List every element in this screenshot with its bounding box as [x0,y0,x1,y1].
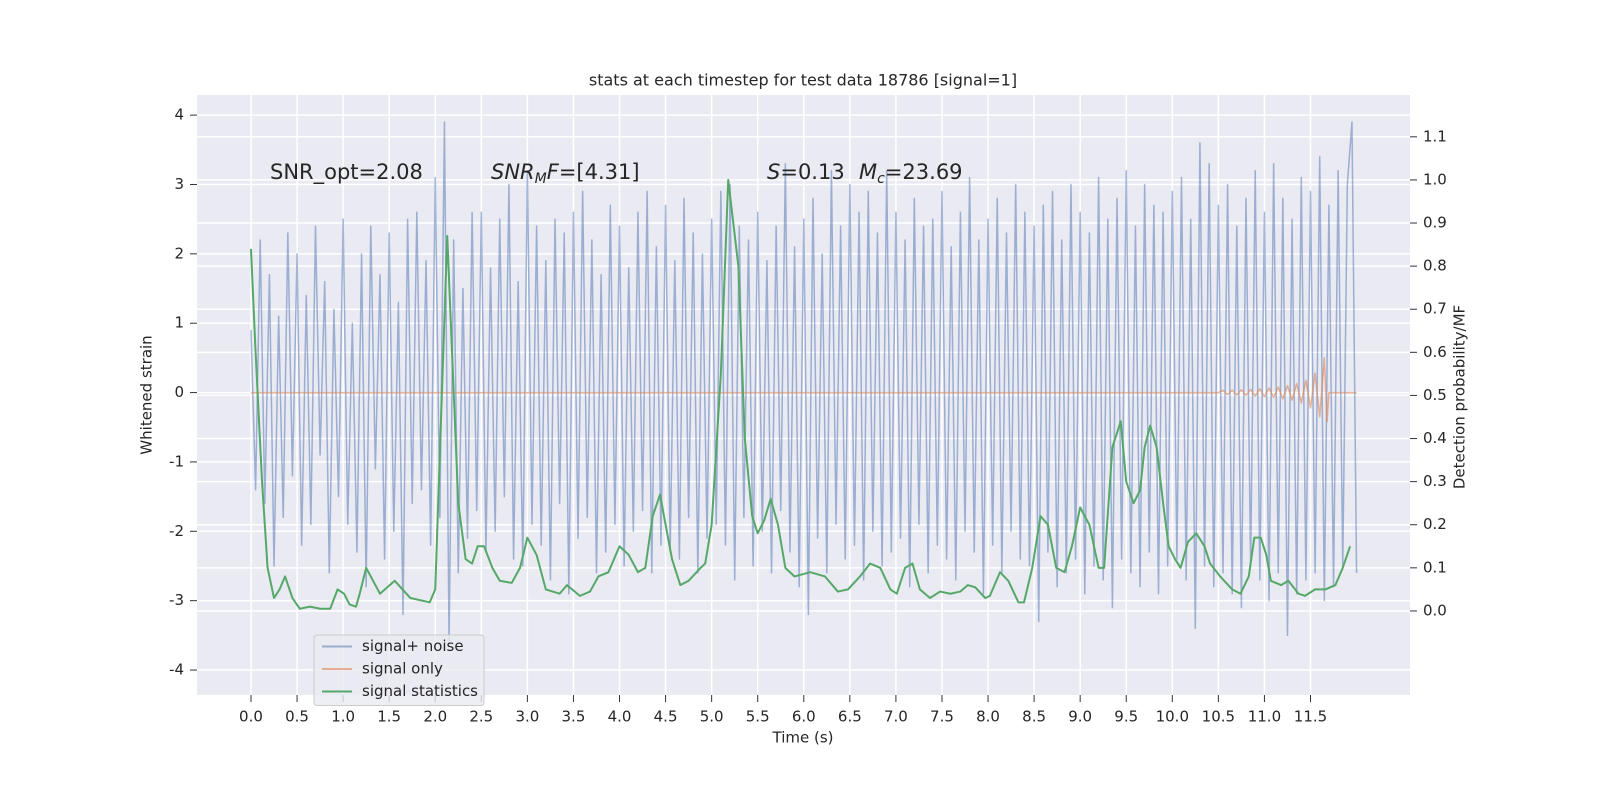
x-tick-label: 2.0 [423,708,447,726]
annotation-part: c [877,171,885,187]
x-tick-label: 3.5 [562,708,586,726]
legend-box [313,634,485,706]
annotation: SNRMF=[4.31] [491,160,640,187]
marks [249,121,1358,644]
y-tick-label: 3 [174,175,184,193]
y2-tick-label: 0.5 [1423,386,1447,404]
y2-tick-label: 0.2 [1423,515,1447,533]
grid [197,95,1410,695]
y2-tick-label: 1.0 [1423,170,1447,188]
x-tick-label: 4.5 [654,708,678,726]
x-tick-label: 11.0 [1248,708,1281,726]
annotation: S=0.13 [767,160,845,184]
x-tick-label: 4.0 [608,708,632,726]
annotation-part: S [767,160,780,184]
y2-tick-label: 0.8 [1423,257,1447,275]
y-tick-label: -4 [169,661,184,679]
x-tick-label: 9.5 [1114,708,1138,726]
x-tick-label: 1.0 [331,708,355,726]
y-tick-label: 2 [174,244,184,262]
annotation: SNR_opt=2.08 [270,160,423,185]
x-tick-label: 6.5 [838,708,862,726]
annotation-part: SNR [491,160,535,184]
x-tick-label: 6.0 [792,708,816,726]
annotation: Mc=23.69 [859,160,963,187]
chart-title: stats at each timestep for test data 187… [589,71,1017,90]
x-tick-label: 10.0 [1156,708,1189,726]
y-tick-label: -3 [169,591,184,609]
y2-tick-label: 0.3 [1423,472,1447,490]
legend-label: signal statistics [362,682,478,700]
legend-label: signal only [362,660,443,678]
x-tick-label: 9.0 [1068,708,1092,726]
x-tick-label: 10.5 [1202,708,1235,726]
y-tick-label: 0 [174,383,184,401]
annotation-part: F [547,160,560,184]
x-tick-label: 3.0 [515,708,539,726]
y-tick-label: 1 [174,314,184,332]
series-line [249,178,1352,610]
x-tick-label: 11.5 [1294,708,1327,726]
y-tick-label: -2 [169,522,184,540]
x-tick-label: 8.0 [976,708,1000,726]
y2-tick-label: 0.4 [1423,429,1447,447]
series-line [250,121,1358,644]
annotation-part: SNR_opt=2.08 [270,160,423,185]
labels: -4 -3 -2 -1 0 1 2 3 4 0.0 0.1 0.2 0.3 0.4 0.5 0.6 0.7 0.8… [169,106,1447,726]
y2-tick-label: 0.7 [1423,300,1447,318]
y-tick-label: -1 [169,452,184,470]
x-tick-label: 0.0 [239,708,263,726]
y-axis-label: Whitened strain [138,335,156,454]
y2-tick-label: 0.1 [1423,558,1447,576]
annotation-part: M [859,160,877,184]
x-tick-label: 8.5 [1022,708,1046,726]
annotation-part: =[4.31] [559,160,640,184]
legend-label: signal+ noise [362,637,464,655]
y2-tick-label: 0.6 [1423,343,1447,361]
y2-tick-label: 0.9 [1423,214,1447,232]
series-line [250,357,1357,423]
x-axis-label: Time (s) [772,729,834,747]
y-tick-label: 4 [174,106,184,124]
y2-axis-label: Detection probability/MF [1451,305,1469,489]
x-tick-label: 5.5 [746,708,770,726]
x-tick-label: 5.0 [700,708,724,726]
annotation-part: =0.13 [780,160,844,184]
y2-tick-label: 0.0 [1423,601,1447,619]
y2-tick-label: 1.1 [1423,127,1447,145]
x-tick-label: 7.5 [930,708,954,726]
x-tick-label: 2.5 [469,708,493,726]
x-tick-label: 1.5 [377,708,401,726]
x-tick-label: 0.5 [285,708,309,726]
annotation-part: =23.69 [885,160,963,184]
x-tick-label: 7.0 [884,708,908,726]
annotation-part: M [535,171,547,187]
